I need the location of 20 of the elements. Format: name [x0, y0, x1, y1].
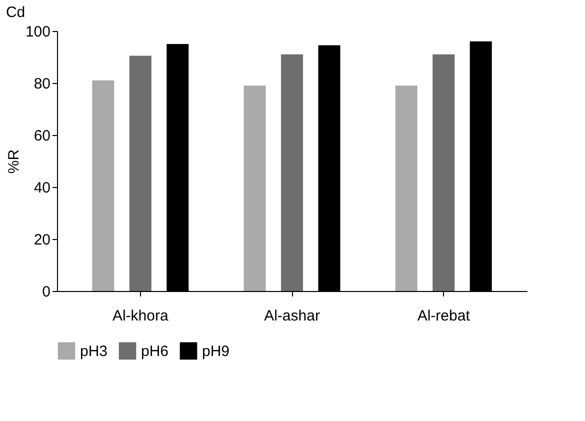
y-tick-label: 20	[34, 232, 50, 248]
legend-label: pH3	[80, 342, 108, 360]
y-tick-label: 0	[42, 284, 50, 300]
y-tick-label: 100	[25, 24, 50, 40]
y-axis-title: %R	[5, 149, 22, 174]
legend-label: pH9	[202, 342, 230, 360]
y-tick-label: 80	[34, 76, 50, 92]
legend-label: pH6	[141, 342, 169, 360]
chart-title: Cd	[6, 4, 26, 21]
x-tick-label: Al-rebat	[417, 308, 471, 324]
bar	[244, 86, 266, 291]
y-tick-label: 60	[34, 128, 50, 144]
x-tick-label: Al-khora	[112, 308, 169, 324]
bar	[395, 86, 418, 291]
bar	[92, 80, 114, 291]
bar	[129, 56, 152, 291]
x-tick-label: Al-ashar	[264, 308, 320, 324]
bar	[281, 54, 303, 291]
y-tick-label: 40	[34, 180, 50, 196]
bar	[432, 54, 455, 291]
